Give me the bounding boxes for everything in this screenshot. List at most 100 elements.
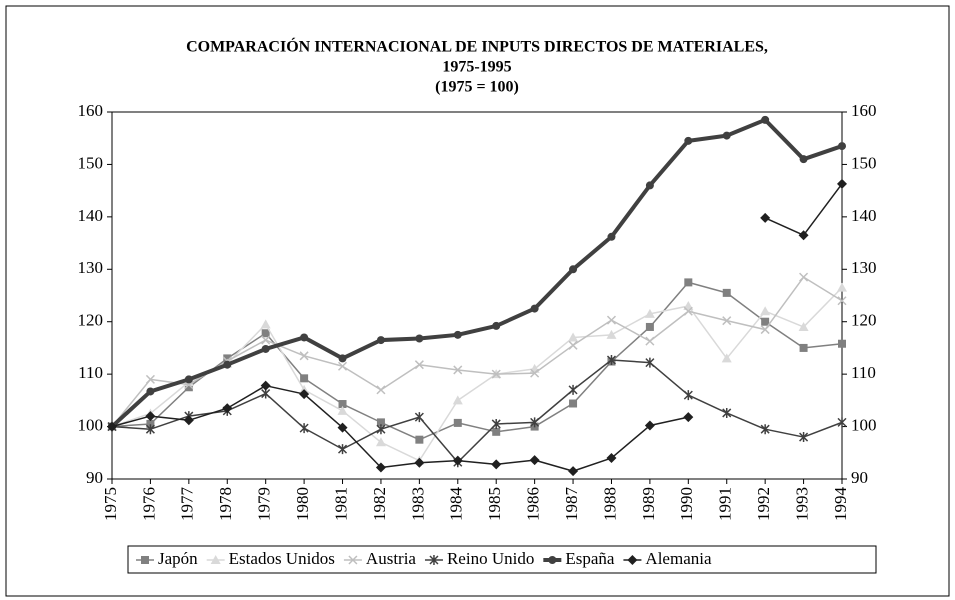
y-tick-label: 150 — [78, 153, 104, 172]
data-point — [606, 453, 617, 464]
data-point — [760, 424, 770, 435]
x-tick-label: 1990 — [677, 487, 696, 521]
x-tick-label: 1993 — [792, 487, 811, 521]
data-point — [798, 321, 809, 331]
data-point — [260, 380, 271, 391]
data-point — [568, 466, 579, 477]
data-point — [837, 417, 847, 428]
data-point — [568, 384, 578, 395]
data-point — [722, 288, 731, 297]
x-tick-label: 1975 — [101, 487, 120, 521]
data-point — [261, 329, 270, 338]
chart-annotation: (1975 = 100) — [435, 79, 519, 96]
y2-tick-label: 120 — [851, 311, 877, 330]
data-point — [799, 155, 808, 164]
data-point — [300, 333, 309, 342]
data-point — [530, 417, 540, 428]
data-point — [683, 390, 693, 401]
data-point — [260, 319, 271, 329]
legend-box — [127, 545, 877, 574]
data-point — [145, 374, 155, 384]
y-tick-label: 140 — [78, 206, 104, 225]
chart-title: COMPARACIÓN INTERNACIONAL DE INPUTS DIRE… — [186, 37, 768, 56]
legend-marker — [429, 555, 439, 565]
data-point — [761, 317, 770, 326]
data-point — [415, 334, 424, 343]
legend-marker — [627, 555, 638, 565]
data-point — [568, 332, 579, 342]
x-tick-label: 1983 — [408, 487, 427, 521]
data-point — [184, 375, 193, 384]
y2-tick-label: 130 — [851, 258, 877, 277]
data-point — [568, 340, 578, 350]
y2-tick-label: 140 — [851, 206, 877, 225]
data-point — [491, 369, 501, 379]
data-point — [300, 374, 309, 383]
data-point — [798, 230, 809, 241]
data-point — [376, 336, 385, 345]
series-line — [111, 281, 843, 441]
data-point — [722, 131, 731, 140]
data-point — [146, 419, 155, 428]
y-tick-label: 90 — [86, 468, 103, 487]
data-point — [606, 329, 617, 339]
data-point — [453, 365, 463, 375]
data-point — [799, 432, 809, 443]
data-point — [337, 405, 348, 415]
x-tick-label: 1987 — [562, 487, 581, 522]
x-tick-label: 1979 — [255, 487, 274, 521]
data-point — [338, 354, 347, 363]
x-tick-label: 1988 — [600, 487, 619, 521]
data-point — [376, 418, 385, 427]
data-point — [684, 278, 693, 287]
data-point — [337, 361, 348, 371]
data-point — [491, 418, 501, 429]
chart-border — [5, 5, 950, 597]
data-point — [375, 462, 386, 473]
legend-label: Alemania — [645, 549, 712, 568]
series-line — [111, 359, 843, 463]
data-point — [491, 459, 502, 470]
data-point — [452, 455, 463, 466]
data-point — [606, 354, 617, 365]
data-point — [184, 383, 193, 392]
data-point — [761, 115, 770, 124]
x-tick-label: 1978 — [216, 487, 235, 521]
data-point — [721, 353, 732, 363]
data-point — [223, 360, 232, 369]
x-tick-label: 1989 — [639, 487, 658, 521]
y-tick-label: 160 — [78, 101, 104, 120]
data-point — [453, 330, 462, 339]
data-point — [261, 335, 271, 345]
data-point — [569, 265, 578, 274]
legend-marker — [548, 556, 557, 564]
data-point — [722, 316, 732, 326]
data-point — [606, 315, 617, 325]
data-point — [837, 178, 847, 189]
data-point — [644, 308, 655, 318]
data-point — [414, 457, 425, 468]
legend-marker — [210, 555, 221, 564]
x-tick-label: 1982 — [370, 487, 389, 521]
legend-label: Austria — [366, 549, 417, 568]
series-line — [111, 287, 843, 462]
data-point — [569, 399, 578, 408]
data-point — [376, 424, 386, 435]
data-point — [645, 357, 655, 368]
x-tick-label: 1991 — [716, 487, 735, 521]
data-point — [760, 325, 770, 335]
y2-tick-label: 100 — [851, 415, 877, 434]
y-tick-label: 110 — [78, 363, 103, 382]
y2-tick-label: 90 — [851, 468, 868, 487]
x-tick-label: 1985 — [485, 487, 504, 521]
data-point — [375, 437, 386, 447]
legend-label: Reino Unido — [447, 549, 534, 568]
data-point — [414, 412, 424, 423]
data-point — [684, 136, 693, 145]
x-tick-label: 1984 — [447, 487, 466, 522]
data-point — [645, 336, 655, 346]
data-point — [299, 389, 310, 400]
data-point — [683, 412, 694, 423]
chart-subtitle: 1975-1995 — [442, 59, 511, 76]
